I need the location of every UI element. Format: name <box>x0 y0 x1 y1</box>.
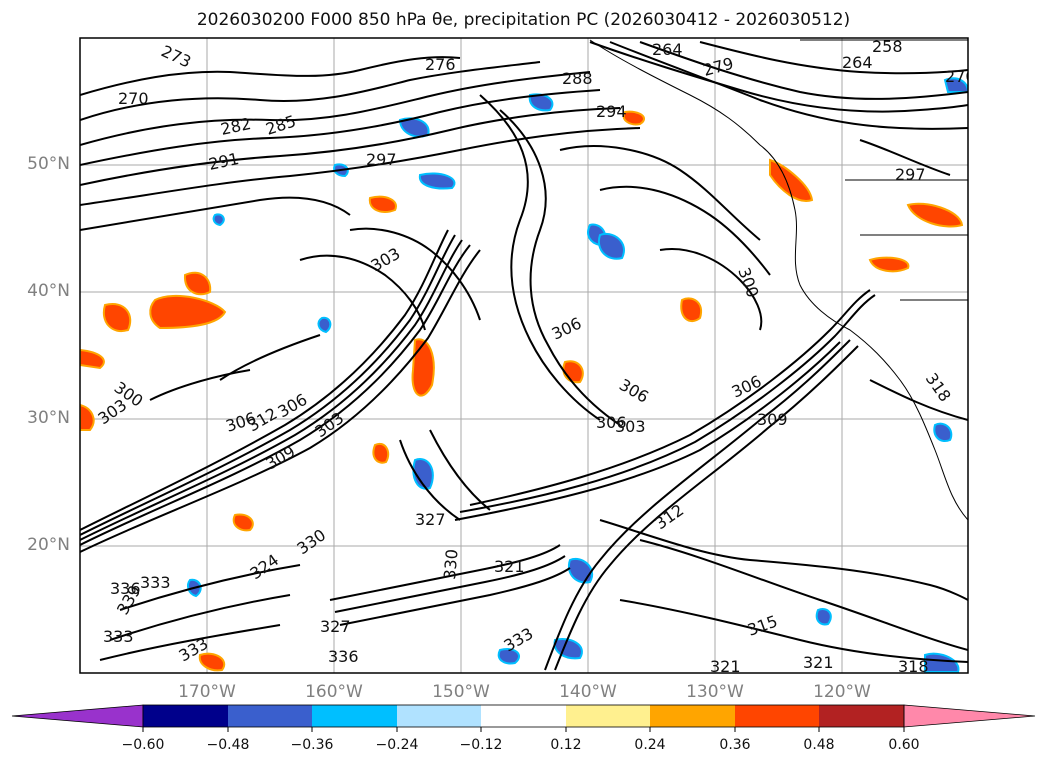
colorbar-tick-label: −0.24 <box>375 737 419 753</box>
coastline <box>589 39 968 521</box>
colorbar-tick-label: −0.60 <box>121 737 165 753</box>
contour-label: 309 <box>757 410 788 429</box>
lon-label: 150°W <box>432 682 490 702</box>
colorbar-bin <box>650 705 735 727</box>
contour-label: 318 <box>898 657 929 676</box>
colorbar <box>11 704 1036 732</box>
lon-label: 130°W <box>686 682 744 702</box>
contour-label: 294 <box>596 102 627 121</box>
contour-label: 264 <box>842 53 873 72</box>
colorbar-tick-label: 0.12 <box>550 737 582 753</box>
lon-label: 170°W <box>178 682 236 702</box>
contour-label: 297 <box>895 165 926 184</box>
contour-label: 303 <box>615 417 646 436</box>
contour-label: 276 <box>425 55 456 74</box>
colorbar-extend-min <box>11 704 144 728</box>
theta-e-contours <box>80 41 968 671</box>
lat-label: 30°N <box>27 408 70 428</box>
colorbar-bin <box>312 705 397 727</box>
lat-label: 40°N <box>27 281 70 301</box>
colorbar-tick-label: 0.48 <box>803 737 835 753</box>
colorbar-bin <box>481 705 566 727</box>
colorbar-bin <box>143 705 228 727</box>
colorbar-bin <box>228 705 312 727</box>
lon-label: 120°W <box>813 682 871 702</box>
contour-label: 297 <box>366 150 397 169</box>
colorbar-tick-label: 0.36 <box>719 737 751 753</box>
contour-label: 333 <box>140 573 171 592</box>
contour-label: 321 <box>710 657 741 676</box>
contour-label: 288 <box>562 69 593 88</box>
contour-label: 327 <box>320 617 351 636</box>
lat-label: 20°N <box>27 535 70 555</box>
contour-label: 327 <box>415 510 446 529</box>
colorbar-extend-max <box>903 704 1036 728</box>
lon-label: 140°W <box>559 682 617 702</box>
colorbar-tick-label: −0.36 <box>290 737 334 753</box>
colorbar-tick-label: −0.48 <box>206 737 250 753</box>
contour-label: 336 <box>328 647 359 666</box>
map-frame <box>79 37 969 674</box>
contour-label: 270 <box>118 89 149 108</box>
contour-label: 258 <box>872 37 903 56</box>
contour-label: 330 <box>440 548 462 580</box>
map-title: 2026030200 F000 850 hPa θe, precipitatio… <box>196 10 851 30</box>
colorbar-bin <box>819 705 904 727</box>
colorbar-tick-label: −0.12 <box>459 737 503 753</box>
contour-label: 333 <box>103 627 134 646</box>
contour-label: 306 <box>596 413 627 432</box>
lat-label: 50°N <box>27 154 70 174</box>
contour-label: 321 <box>803 653 834 672</box>
contour-label: 321 <box>494 557 525 576</box>
contour-label: 264 <box>652 40 683 59</box>
colorbar-bin <box>566 705 650 727</box>
contour-label: 336 <box>110 579 141 598</box>
lon-label: 160°W <box>305 682 363 702</box>
colorbar-tick-label: 0.24 <box>634 737 666 753</box>
contour-label: 270 <box>945 67 976 86</box>
colorbar-bin <box>735 705 819 727</box>
colorbar-tick-label: 0.60 <box>888 737 920 753</box>
colorbar-bin <box>397 705 481 727</box>
